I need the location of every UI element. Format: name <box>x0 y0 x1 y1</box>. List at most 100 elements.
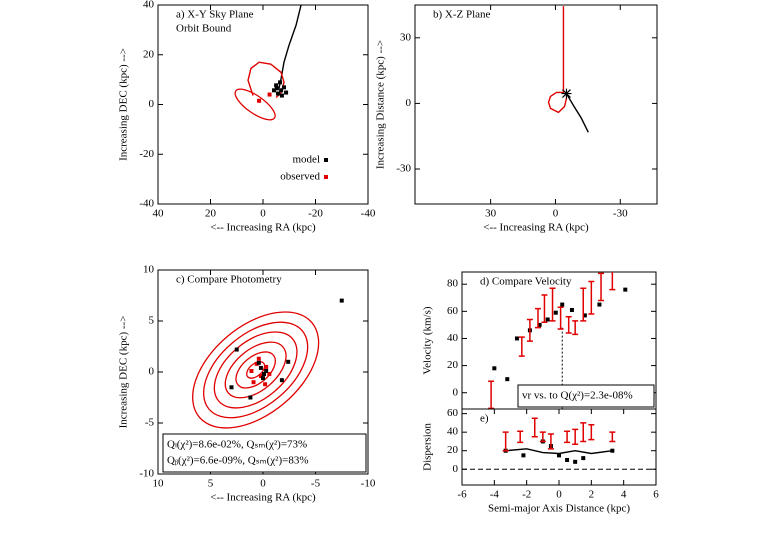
data-point <box>279 378 284 383</box>
y-tick-label: 30 <box>400 31 412 43</box>
contour <box>203 321 309 419</box>
data-point <box>282 85 286 90</box>
x-tick-label: -6 <box>457 489 467 501</box>
plot-frame <box>157 4 369 205</box>
error-bar <box>549 287 556 322</box>
y-tick-label: 40 <box>143 0 155 11</box>
data-point <box>234 347 239 352</box>
y-axis-label: Increasing DEC (kpc) --> <box>118 316 130 429</box>
series-line <box>565 93 589 133</box>
data-point <box>267 92 272 97</box>
data-point <box>251 380 256 385</box>
x-tick-label: -20 <box>308 208 323 220</box>
data-point <box>278 80 283 85</box>
error-bar <box>526 318 533 342</box>
error-bar <box>580 422 587 443</box>
data-point <box>521 453 526 458</box>
panel-title: c) Compare Photometry <box>176 274 282 286</box>
error-bar <box>517 430 524 444</box>
x-tick-label: 30 <box>485 208 497 220</box>
legend-label: observed <box>280 171 320 183</box>
data-point <box>597 302 602 307</box>
error-bar <box>598 272 605 302</box>
star-marker <box>561 88 572 99</box>
y-tick-label: 40 <box>447 426 459 438</box>
error-bar <box>565 316 572 334</box>
y-tick-label: 0 <box>453 386 459 398</box>
error-bar <box>502 431 509 452</box>
data-point <box>623 287 628 292</box>
y-axis-label: Dispersion <box>422 423 434 471</box>
data-point <box>249 368 254 373</box>
y-axis-label: Increasing DEC (kpc) --> <box>118 48 130 161</box>
data-point <box>272 88 277 93</box>
data-point <box>553 310 558 315</box>
error-bar <box>557 306 564 330</box>
error-bar <box>564 430 571 444</box>
data-point <box>582 313 587 318</box>
x-tick-label: 5 <box>208 478 214 490</box>
y-tick-label: 60 <box>447 407 459 419</box>
annotation-box <box>162 433 367 473</box>
data-point <box>256 360 261 365</box>
x-axis-label: Semi-major Axis Distance (kpc) <box>488 503 630 515</box>
y-tick-label: -30 <box>396 163 411 175</box>
contour <box>192 311 320 429</box>
y-tick-label: 80 <box>447 278 459 290</box>
data-point <box>284 90 289 95</box>
data-point <box>581 456 586 461</box>
data-point <box>505 377 510 382</box>
annotation: vr vs. to Q(χ²)=2.3e-08% <box>522 390 633 402</box>
x-tick-label: -5 <box>311 478 321 490</box>
plot-area <box>488 272 628 409</box>
error-bar <box>609 431 616 443</box>
x-tick-label: -4 <box>490 489 500 501</box>
x-tick-label: -10 <box>361 478 376 490</box>
error-bar <box>572 320 579 336</box>
panel-title: d) Compare Velocity <box>480 276 572 288</box>
data-point <box>267 372 272 377</box>
data-point <box>258 374 263 379</box>
data-point <box>248 395 253 400</box>
panel-subtitle: Orbit Bound <box>176 23 232 35</box>
error-bar <box>588 424 595 441</box>
x-tick-label: 20 <box>205 208 217 220</box>
x-tick-label: 0 <box>260 478 266 490</box>
data-point <box>537 322 542 327</box>
annotation: Qₗ(χ²)=8.6e-02%, Qₛₘ(χ²)=73% <box>167 439 307 451</box>
y-tick-label: -20 <box>139 148 154 160</box>
series-line <box>278 5 302 89</box>
y-tick-label: 10 <box>143 264 155 276</box>
x-tick-label: 0 <box>260 208 266 220</box>
y-tick-label: 20 <box>143 48 155 60</box>
error-bar <box>531 417 538 438</box>
data-point <box>279 93 284 98</box>
plot-area <box>547 6 589 133</box>
data-point <box>560 302 565 307</box>
plot-area <box>192 298 344 429</box>
contour <box>213 331 298 409</box>
data-point <box>545 317 550 322</box>
legend-label: model <box>293 154 321 166</box>
x-tick-label: 10 <box>153 478 165 490</box>
data-point <box>264 364 269 369</box>
series-line <box>547 6 568 114</box>
contour <box>234 88 276 121</box>
data-point <box>565 457 570 462</box>
y-tick-label: -5 <box>145 417 155 429</box>
data-point <box>557 453 561 458</box>
data-point <box>229 385 234 390</box>
y-axis-label: Increasing Distance (kpc) --> <box>375 40 387 169</box>
y-tick-label: -40 <box>139 198 154 210</box>
data-point <box>274 83 279 88</box>
y-tick-label: -10 <box>139 468 154 480</box>
data-point <box>254 361 259 366</box>
y-axis-label: Velocity (km/s) <box>422 306 434 374</box>
annotation: Qᵦ(χ²)=6.6e-09%, Qₛₘ(χ²)=83% <box>167 455 309 467</box>
error-bar <box>580 287 587 322</box>
panel-title: b) X-Z Plane <box>433 9 491 21</box>
y-tick-label: 0 <box>406 97 412 109</box>
y-tick-label: 20 <box>447 444 459 456</box>
contour <box>235 351 276 389</box>
